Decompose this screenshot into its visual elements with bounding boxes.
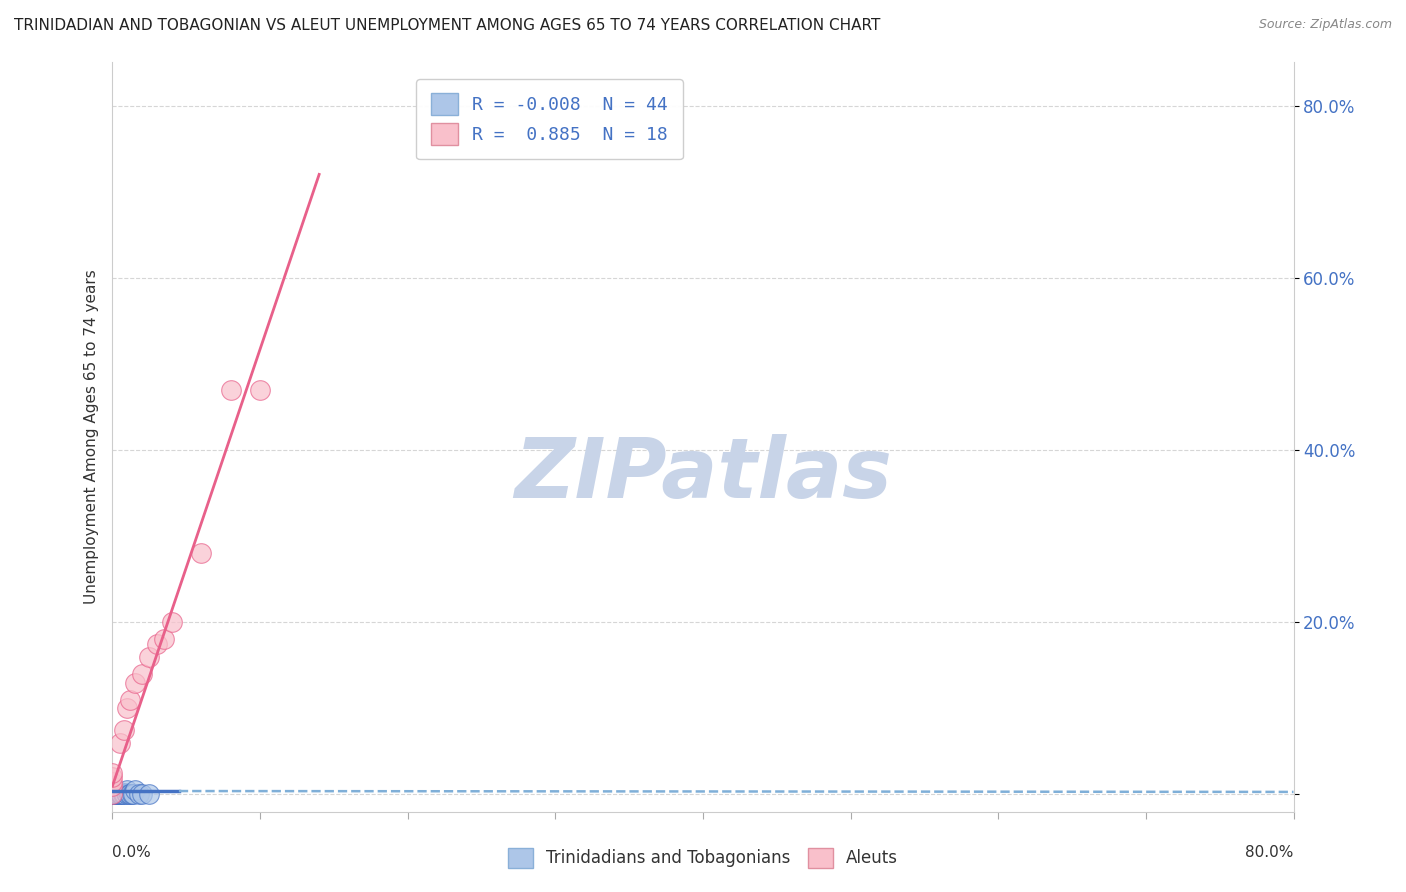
Point [117,783,138,797]
Point [101,788,124,802]
Point [108,788,131,802]
Point [101,788,124,802]
Point [101,788,124,802]
Point [117,788,138,802]
Point [107,788,129,802]
Point [160,615,183,630]
Point [138,788,160,802]
Point [128,788,150,802]
Point [101,788,124,802]
Point [121,788,143,802]
Point [124,783,146,797]
Point [101,766,124,780]
Point [110,788,132,802]
Point [101,770,124,784]
Point [101,788,124,802]
Point [190,546,212,560]
Point [117,701,138,715]
Text: 80.0%: 80.0% [1246,846,1294,861]
Point [120,788,142,802]
Point [107,788,129,802]
Point [101,783,124,797]
Point [138,649,160,664]
Point [101,788,124,802]
Point [101,780,124,795]
Point [101,788,124,802]
Point [101,788,124,802]
Point [219,383,242,397]
Point [101,774,124,789]
Point [124,675,146,690]
Point [112,788,135,802]
Point [101,779,124,793]
Point [131,788,153,802]
Point [153,632,176,647]
Point [122,788,145,802]
Point [101,788,124,802]
Point [105,788,128,802]
Text: Source: ZipAtlas.com: Source: ZipAtlas.com [1258,18,1392,31]
Y-axis label: Unemployment Among Ages 65 to 74 years: Unemployment Among Ages 65 to 74 years [83,269,98,605]
Point [104,788,127,802]
Point [101,785,124,799]
Point [131,667,153,681]
Point [108,736,131,750]
Point [101,788,124,802]
Text: 0.0%: 0.0% [112,846,152,861]
Point [146,637,169,651]
Point [101,788,124,802]
Text: ZIPatlas: ZIPatlas [515,434,891,515]
Point [108,785,131,799]
Point [112,723,135,737]
Point [101,786,124,800]
Point [118,788,141,802]
Point [101,788,124,802]
Text: TRINIDADIAN AND TOBAGONIAN VS ALEUT UNEMPLOYMENT AMONG AGES 65 TO 74 YEARS CORRE: TRINIDADIAN AND TOBAGONIAN VS ALEUT UNEM… [14,18,880,33]
Point [249,383,271,397]
Point [110,788,132,802]
Point [101,779,124,793]
Point [101,788,124,802]
Point [105,788,128,802]
Point [101,788,124,802]
Legend: Trinidadians and Tobagonians, Aleuts: Trinidadians and Tobagonians, Aleuts [502,841,904,875]
Legend: R = -0.008  N = 44, R =  0.885  N = 18: R = -0.008 N = 44, R = 0.885 N = 18 [416,79,682,159]
Point [108,788,131,802]
Point [120,692,142,706]
Point [101,788,124,802]
Point [101,788,124,802]
Point [114,786,136,800]
Point [104,788,127,802]
Point [111,788,134,802]
